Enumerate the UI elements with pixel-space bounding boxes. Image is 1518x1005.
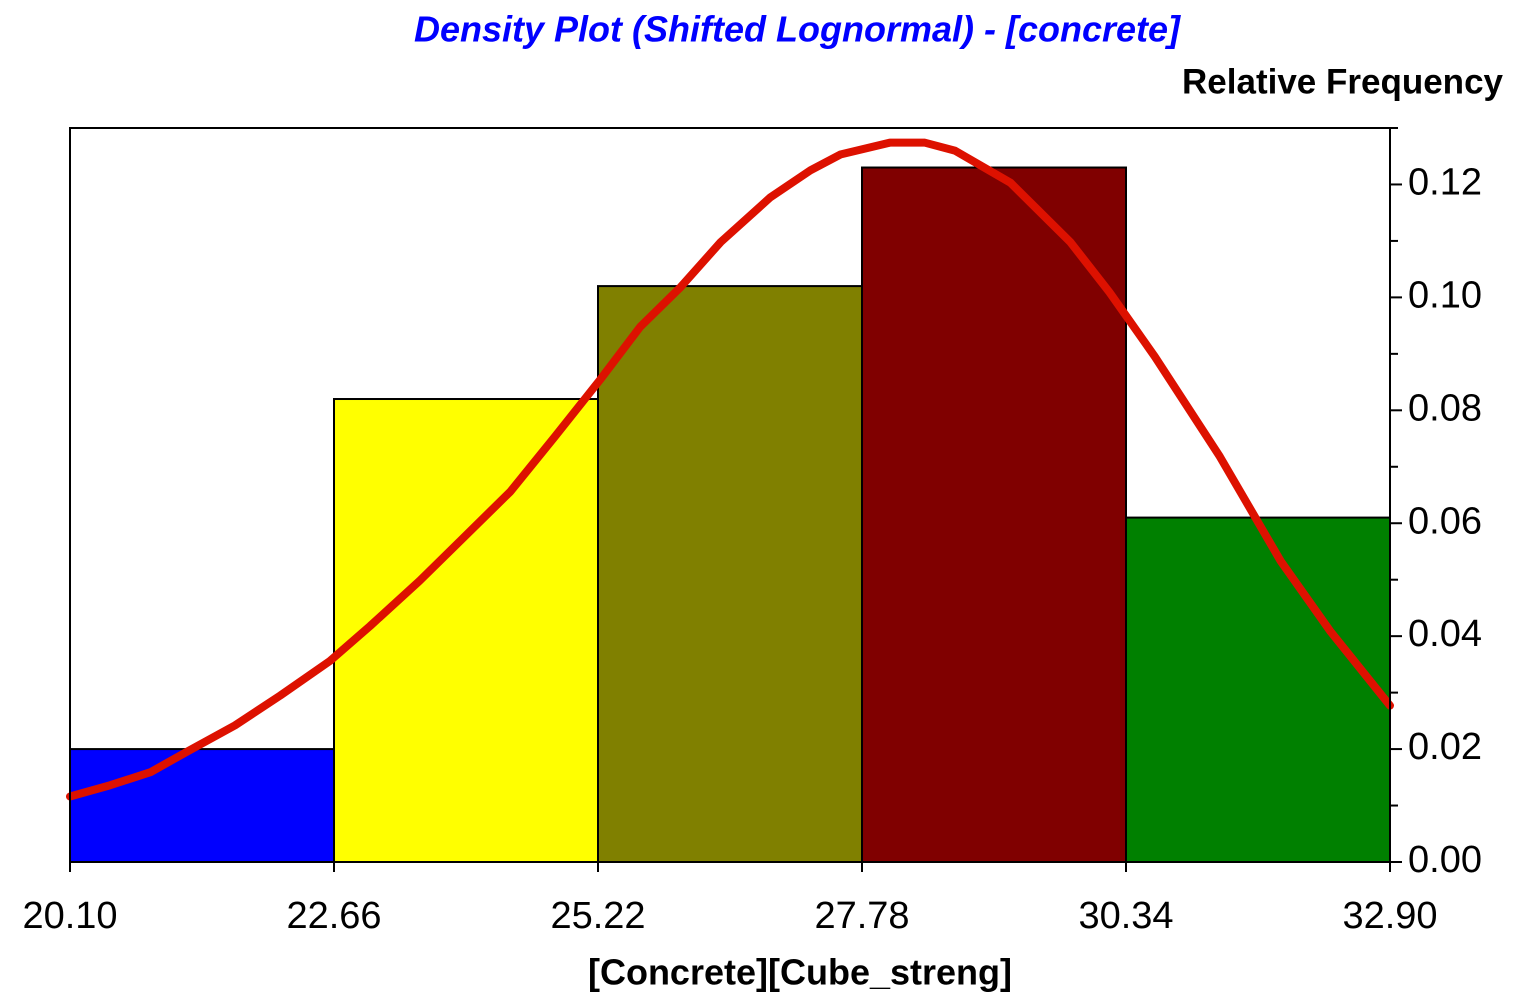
plot-frame (69, 127, 1391, 863)
x-axis-label: [Concrete][Cube_streng] (588, 952, 1012, 993)
y-tick-label: 0.04 (1408, 613, 1482, 655)
y-tick-label: 0.02 (1408, 726, 1482, 768)
y-tick-label: 0.12 (1408, 161, 1482, 203)
x-tick-label: 27.78 (814, 895, 909, 937)
y-tick-label: 0.10 (1408, 274, 1482, 316)
bar (597, 285, 863, 864)
x-tick-label: 22.66 (286, 895, 381, 937)
density-curve (66, 138, 1394, 801)
x-tick-label: 30.34 (1078, 895, 1173, 937)
y-tick-label: 0.08 (1408, 387, 1482, 429)
x-tick-label: 32.90 (1342, 895, 1437, 937)
bar (1125, 516, 1391, 863)
bar (333, 398, 599, 863)
x-tick-label: 25.22 (550, 895, 645, 937)
y-axis-label: Relative Frequency (1182, 62, 1503, 101)
chart-title: Density Plot (Shifted Lognormal) - [conc… (414, 9, 1181, 50)
bar (861, 166, 1127, 863)
y-tick-label: 0.06 (1408, 500, 1482, 542)
y-tick-label: 0.00 (1408, 839, 1482, 881)
x-tick-label: 20.10 (22, 895, 117, 937)
bar (69, 748, 335, 863)
